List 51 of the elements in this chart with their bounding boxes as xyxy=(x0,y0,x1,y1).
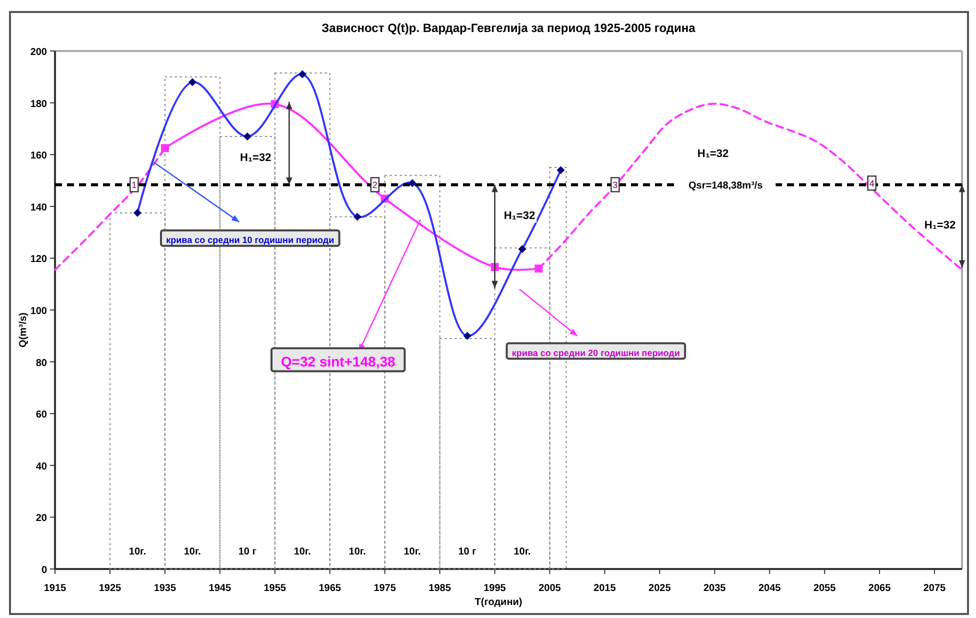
y-tick-label: 40 xyxy=(36,461,48,472)
x-tick-label: 2015 xyxy=(594,583,616,594)
x-tick-label: 2045 xyxy=(758,583,782,594)
annotation: 10г. xyxy=(514,546,531,558)
point xyxy=(534,264,543,273)
x-tick-label: 1935 xyxy=(154,583,176,594)
annotation: крива со средни 20 годишни периоди xyxy=(512,348,680,358)
annotation: крива со средни 10 годишни периоди xyxy=(166,235,334,246)
annotation: 10г. xyxy=(184,546,202,558)
y-axis-title: Q(m³/s) xyxy=(18,312,29,348)
x-tick-label: 2035 xyxy=(704,583,726,594)
x-tick-label: 1975 xyxy=(374,583,396,594)
x-tick-label: 1915 xyxy=(44,583,67,594)
chart-title: Зависност Q(t)р. Вардар-Гевгелија за период 1925-2005 година xyxy=(322,21,696,35)
x-tick-label: 1925 xyxy=(98,583,122,594)
y-tick-label: 140 xyxy=(30,202,48,214)
y-tick-label: 0 xyxy=(41,565,48,576)
x-axis-title: T(години) xyxy=(474,597,522,608)
annotation: H₁=32 xyxy=(240,152,272,164)
annotation: H₁=32 xyxy=(697,148,729,160)
x-tick-label: 1945 xyxy=(208,583,232,594)
y-tick-label: 200 xyxy=(30,47,48,58)
y-tick-label: 160 xyxy=(30,150,48,162)
y-tick-label: 80 xyxy=(36,358,48,369)
annotation: 2 xyxy=(372,180,378,190)
annotation: 10г. xyxy=(348,546,366,558)
x-tick-label: 2065 xyxy=(868,583,892,594)
x-tick-label: 1985 xyxy=(428,583,452,594)
annotation: Q=32 sint+148,38 xyxy=(280,354,396,370)
x-tick-label: 1955 xyxy=(264,583,286,594)
annotation: 3 xyxy=(612,180,618,190)
y-tick-label: 20 xyxy=(36,513,48,524)
annotation: 10г. xyxy=(294,546,312,558)
y-tick-label: 120 xyxy=(30,254,48,266)
annotation: H₁=32 xyxy=(924,219,956,232)
x-tick-label: 2075 xyxy=(923,583,946,594)
x-tick-label: 2005 xyxy=(538,583,562,594)
y-tick-label: 100 xyxy=(30,306,48,317)
annotation: 10 г xyxy=(238,546,256,558)
annotation: H₁=32 xyxy=(504,210,536,222)
annotation: 4 xyxy=(869,178,874,189)
annotation: 10г. xyxy=(404,546,422,558)
ref-line-label: Qsr=148,38m³/s xyxy=(688,180,764,192)
x-tick-label: 2055 xyxy=(813,583,836,594)
annotation: 10г. xyxy=(128,546,146,558)
x-tick-label: 1965 xyxy=(318,583,342,594)
x-tick-label: 2025 xyxy=(648,583,672,594)
annotation: 10 г xyxy=(458,546,476,558)
x-tick-label: 1995 xyxy=(484,583,506,594)
y-tick-label: 60 xyxy=(36,410,48,421)
y-tick-label: 180 xyxy=(30,98,48,110)
